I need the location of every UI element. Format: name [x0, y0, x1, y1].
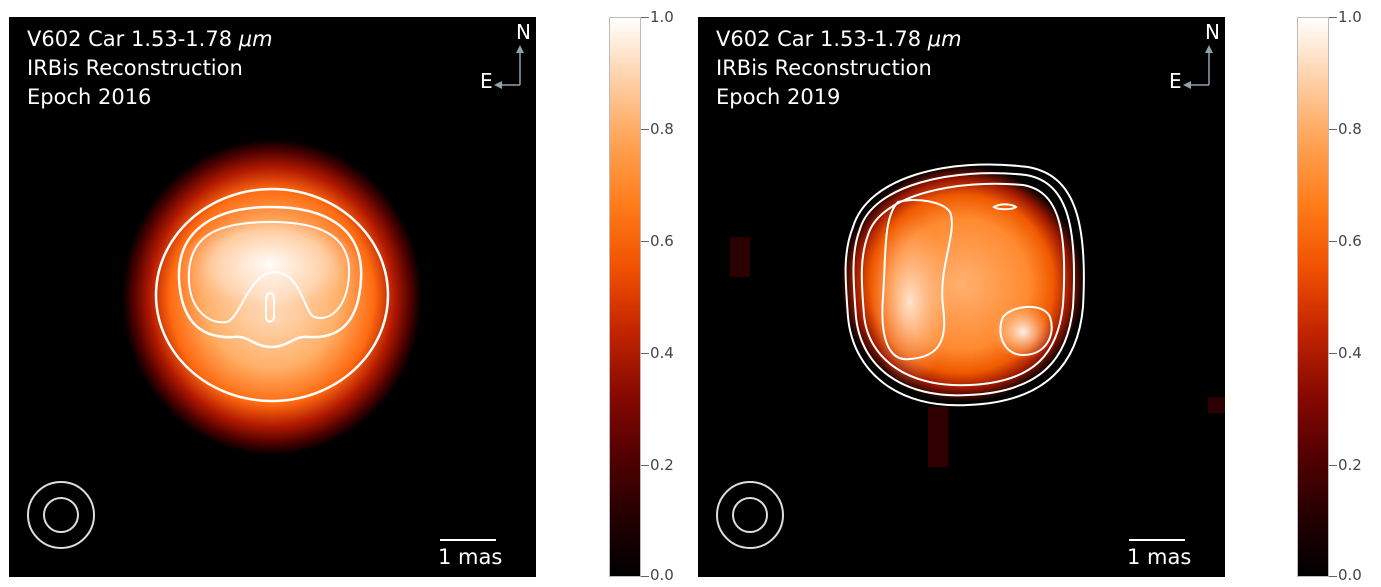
scale-bar: 1 mas — [1115, 527, 1225, 577]
colorbar-tick-label: 1.0 — [650, 8, 674, 26]
image-panel-2019: V602 Car 1.53-1.78 μm IRBis Reconstructi… — [698, 17, 1225, 577]
scale-bar: 1 mas — [426, 527, 536, 577]
north-label: N — [1205, 20, 1220, 44]
north-label: N — [516, 20, 531, 44]
faint-feature — [730, 237, 750, 277]
faint-feature — [1208, 397, 1225, 413]
contour-outer — [154, 187, 390, 403]
colorbar-1 — [609, 17, 641, 577]
beam-outer-ring — [716, 481, 784, 549]
contour-inner-west — [881, 199, 953, 361]
title-line-2: IRBis Reconstruction — [27, 56, 243, 80]
title-line-2: IRBis Reconstruction — [716, 56, 932, 80]
contour-middle — [860, 182, 1066, 387]
panel-label: V602 Car 1.53-1.78 μm IRBis Reconstructi… — [716, 25, 962, 112]
compass: N E — [456, 17, 536, 107]
epoch-label: Epoch 2019 — [716, 85, 841, 109]
scale-bar-line — [1129, 539, 1185, 541]
colorbar-tick-label: 0.6 — [1338, 232, 1362, 250]
compass-arrows-icon — [494, 45, 524, 89]
reconstruction-image-2016 — [27, 139, 422, 549]
beam-inner-ring — [732, 497, 768, 533]
faint-feature — [928, 407, 948, 467]
bright-region-east — [993, 304, 1053, 360]
unit-label: μm — [927, 27, 962, 51]
colorbar-tick-label: 0.4 — [650, 344, 674, 362]
contour-outer — [844, 163, 1085, 407]
colorbar-tick-label: 0.2 — [650, 456, 674, 474]
compass: N E — [1145, 17, 1225, 107]
contour-core — [265, 292, 275, 323]
image-panel-2016: V602 Car 1.53-1.78 μm IRBis Reconstructi… — [9, 17, 536, 577]
colorbar-tick-label: 0.2 — [1338, 456, 1362, 474]
panel-label: V602 Car 1.53-1.78 μm IRBis Reconstructi… — [27, 25, 273, 112]
colorbar-tick-label: 0.4 — [1338, 344, 1362, 362]
colorbar-tick-label: 0.0 — [650, 566, 674, 584]
beam-outer-ring — [27, 481, 95, 549]
contour-middle — [177, 205, 363, 349]
contour-core — [992, 203, 1018, 211]
colorbar-tick-label: 0.0 — [1338, 566, 1362, 584]
east-label: E — [480, 69, 493, 93]
colorbar-tick-label: 0.8 — [1338, 120, 1362, 138]
colorbar-2 — [1297, 17, 1329, 577]
reconstruction-image-2019 — [716, 163, 1225, 549]
contour-inner — [187, 220, 351, 324]
colorbar-tick-label: 0.8 — [650, 120, 674, 138]
scale-bar-line — [440, 539, 496, 541]
contour-inner-east — [999, 305, 1053, 357]
bright-region — [174, 220, 364, 330]
colorbar-tick-label: 0.6 — [650, 232, 674, 250]
title-line-1: V602 Car 1.53-1.78 — [716, 27, 922, 51]
colorbar-tick-label: 1.0 — [1338, 8, 1362, 26]
title-line-1: V602 Car 1.53-1.78 — [27, 27, 233, 51]
compass-arrows-icon — [1183, 45, 1213, 89]
bright-region-west — [870, 217, 950, 387]
epoch-label: Epoch 2016 — [27, 85, 152, 109]
scale-bar-label: 1 mas — [1127, 545, 1192, 569]
scale-bar-label: 1 mas — [438, 545, 503, 569]
beam-inner-ring — [43, 497, 79, 533]
unit-label: μm — [238, 27, 273, 51]
east-label: E — [1169, 69, 1182, 93]
contour-outer-2 — [852, 172, 1076, 397]
